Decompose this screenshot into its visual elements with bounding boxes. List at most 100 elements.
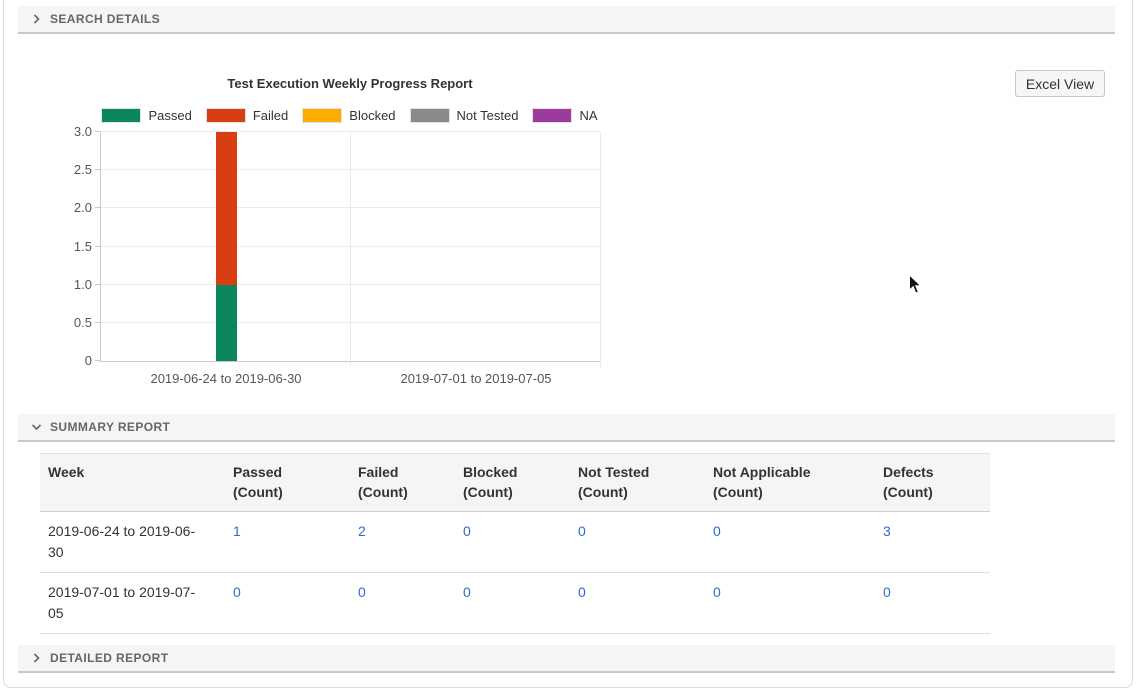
section-detailed-report-label: DETAILED REPORT: [50, 651, 169, 665]
legend-item-na[interactable]: NA: [532, 108, 598, 123]
column-header-label: Not Tested: [578, 464, 650, 480]
table-row: 2019-07-01 to 2019-07-05 0 0 0 0 0 0: [40, 572, 990, 634]
chevron-right-icon: [32, 653, 41, 663]
bar-segment-failed[interactable]: [216, 132, 237, 285]
legend-item-blocked[interactable]: Blocked: [302, 108, 396, 123]
column-header-sub: (Count): [463, 484, 513, 501]
chart-title: Test Execution Weekly Progress Report: [227, 76, 473, 91]
column-header-sub: (Count): [713, 484, 763, 501]
count-cell: 2: [350, 511, 455, 573]
legend-swatch: [302, 108, 343, 123]
column-header-label: Not Applicable: [713, 464, 811, 480]
y-tick-mark: [95, 207, 101, 209]
y-tick-mark: [95, 360, 101, 361]
column-header-sub: (Count): [578, 484, 628, 501]
y-tick-mark: [95, 131, 101, 132]
defects-count-link[interactable]: 0: [883, 583, 891, 600]
column-header-not-applicable: Not Applicable (Count): [705, 453, 875, 512]
week-cell: 2019-07-01 to 2019-07-05: [40, 572, 225, 634]
bar-segment-passed[interactable]: [216, 284, 237, 361]
failed-count-link[interactable]: 2: [358, 522, 366, 539]
section-search-details-label: SEARCH DETAILS: [50, 12, 161, 26]
column-header-sub: (Count): [358, 484, 408, 501]
legend-label: Failed: [252, 108, 289, 123]
section-detailed-report[interactable]: DETAILED REPORT: [18, 645, 1115, 673]
excel-view-button[interactable]: Excel View: [1015, 70, 1105, 97]
blocked-count-link[interactable]: 0: [463, 583, 471, 600]
column-header-sub: (Count): [233, 484, 283, 501]
count-cell: 1: [225, 511, 350, 573]
chart-plot-area: 0 0.5 1.0 1.5 2.0 2.5 3.0 2019-06-24 to 2019-06…: [74, 124, 601, 386]
y-gridline: [101, 131, 600, 132]
legend-label: Blocked: [349, 108, 396, 123]
column-header-week: Week: [40, 453, 225, 512]
column-header-defects: Defects (Count): [875, 453, 990, 512]
y-axis-tick-label: 0: [84, 353, 92, 368]
column-header-label: Week: [48, 464, 85, 480]
count-cell: 0: [350, 572, 455, 634]
column-header-label: Blocked: [463, 464, 518, 480]
legend-item-failed[interactable]: Failed: [205, 108, 289, 123]
not-tested-count-link[interactable]: 0: [578, 583, 586, 600]
y-tick-mark: [95, 321, 101, 323]
legend-label: Not Tested: [456, 108, 519, 123]
not-tested-count-link[interactable]: 0: [578, 522, 586, 539]
y-axis-tick-label: 0.5: [73, 314, 92, 330]
legend-item-not-tested[interactable]: Not Tested: [409, 108, 519, 123]
passed-count-link[interactable]: 1: [233, 522, 241, 539]
column-header-label: Defects: [883, 464, 934, 480]
defects-count-link[interactable]: 3: [883, 522, 891, 539]
legend-swatch: [532, 108, 573, 123]
x-axis-category-label: 2019-07-01 to 2019-07-05: [400, 371, 552, 386]
count-cell: 0: [455, 572, 570, 634]
y-axis-tick-label: 2.0: [73, 200, 92, 216]
not-applicable-count-link[interactable]: 0: [713, 583, 721, 600]
count-cell: 3: [875, 511, 990, 573]
legend-swatch: [205, 108, 246, 123]
column-header-sub: (Count): [883, 484, 933, 501]
not-applicable-count-link[interactable]: 0: [713, 522, 721, 539]
y-tick-mark: [95, 283, 101, 285]
mouse-cursor-icon: [908, 273, 922, 300]
count-cell: 0: [570, 511, 705, 573]
summary-report-table: Week Passed (Count) Failed (Count) Blocked (Co…: [40, 453, 990, 634]
column-header-passed: Passed (Count): [225, 453, 350, 512]
y-tick-mark: [95, 169, 101, 171]
y-axis-tick-label: 1.0: [73, 276, 92, 292]
y-axis-tick-label: 1.5: [73, 238, 92, 254]
x-grid-boundary-line: [350, 133, 351, 367]
section-summary-report[interactable]: SUMMARY REPORT: [18, 414, 1115, 442]
count-cell: 0: [570, 572, 705, 634]
column-header-not-tested: Not Tested (Count): [570, 453, 705, 512]
legend-item-passed[interactable]: Passed: [101, 108, 192, 123]
x-grid-boundary-line: [600, 133, 601, 367]
passed-count-link[interactable]: 0: [233, 583, 241, 600]
count-cell: 0: [705, 572, 875, 634]
count-cell: 0: [455, 511, 570, 573]
chevron-right-icon: [32, 14, 41, 24]
legend-label: NA: [579, 108, 598, 123]
column-header-blocked: Blocked (Count): [455, 453, 570, 512]
week-cell: 2019-06-24 to 2019-06-30: [40, 511, 225, 573]
column-header-label: Passed: [233, 464, 283, 480]
legend-swatch: [409, 108, 450, 123]
chart-legend: Passed Failed Blocked Not Tested NA: [60, 108, 640, 123]
section-summary-report-label: SUMMARY REPORT: [50, 420, 171, 434]
legend-label: Passed: [148, 108, 192, 123]
table-header-row: Week Passed (Count) Failed (Count) Blocked (Co…: [40, 453, 990, 512]
chevron-down-icon: [31, 423, 42, 432]
column-header-label: Failed: [358, 464, 399, 480]
y-axis-tick-label: 2.5: [73, 162, 92, 178]
count-cell: 0: [875, 572, 990, 634]
x-axis-category-label: 2019-06-24 to 2019-06-30: [150, 371, 302, 386]
section-search-details[interactable]: SEARCH DETAILS: [18, 6, 1115, 34]
legend-swatch: [101, 108, 142, 123]
y-axis-tick-label: 3.0: [73, 124, 92, 139]
table-row: 2019-06-24 to 2019-06-30 1 2 0 0 0 3: [40, 511, 990, 573]
blocked-count-link[interactable]: 0: [463, 522, 471, 539]
column-header-failed: Failed (Count): [350, 453, 455, 512]
count-cell: 0: [225, 572, 350, 634]
count-cell: 0: [705, 511, 875, 573]
failed-count-link[interactable]: 0: [358, 583, 366, 600]
y-tick-mark: [95, 245, 101, 247]
